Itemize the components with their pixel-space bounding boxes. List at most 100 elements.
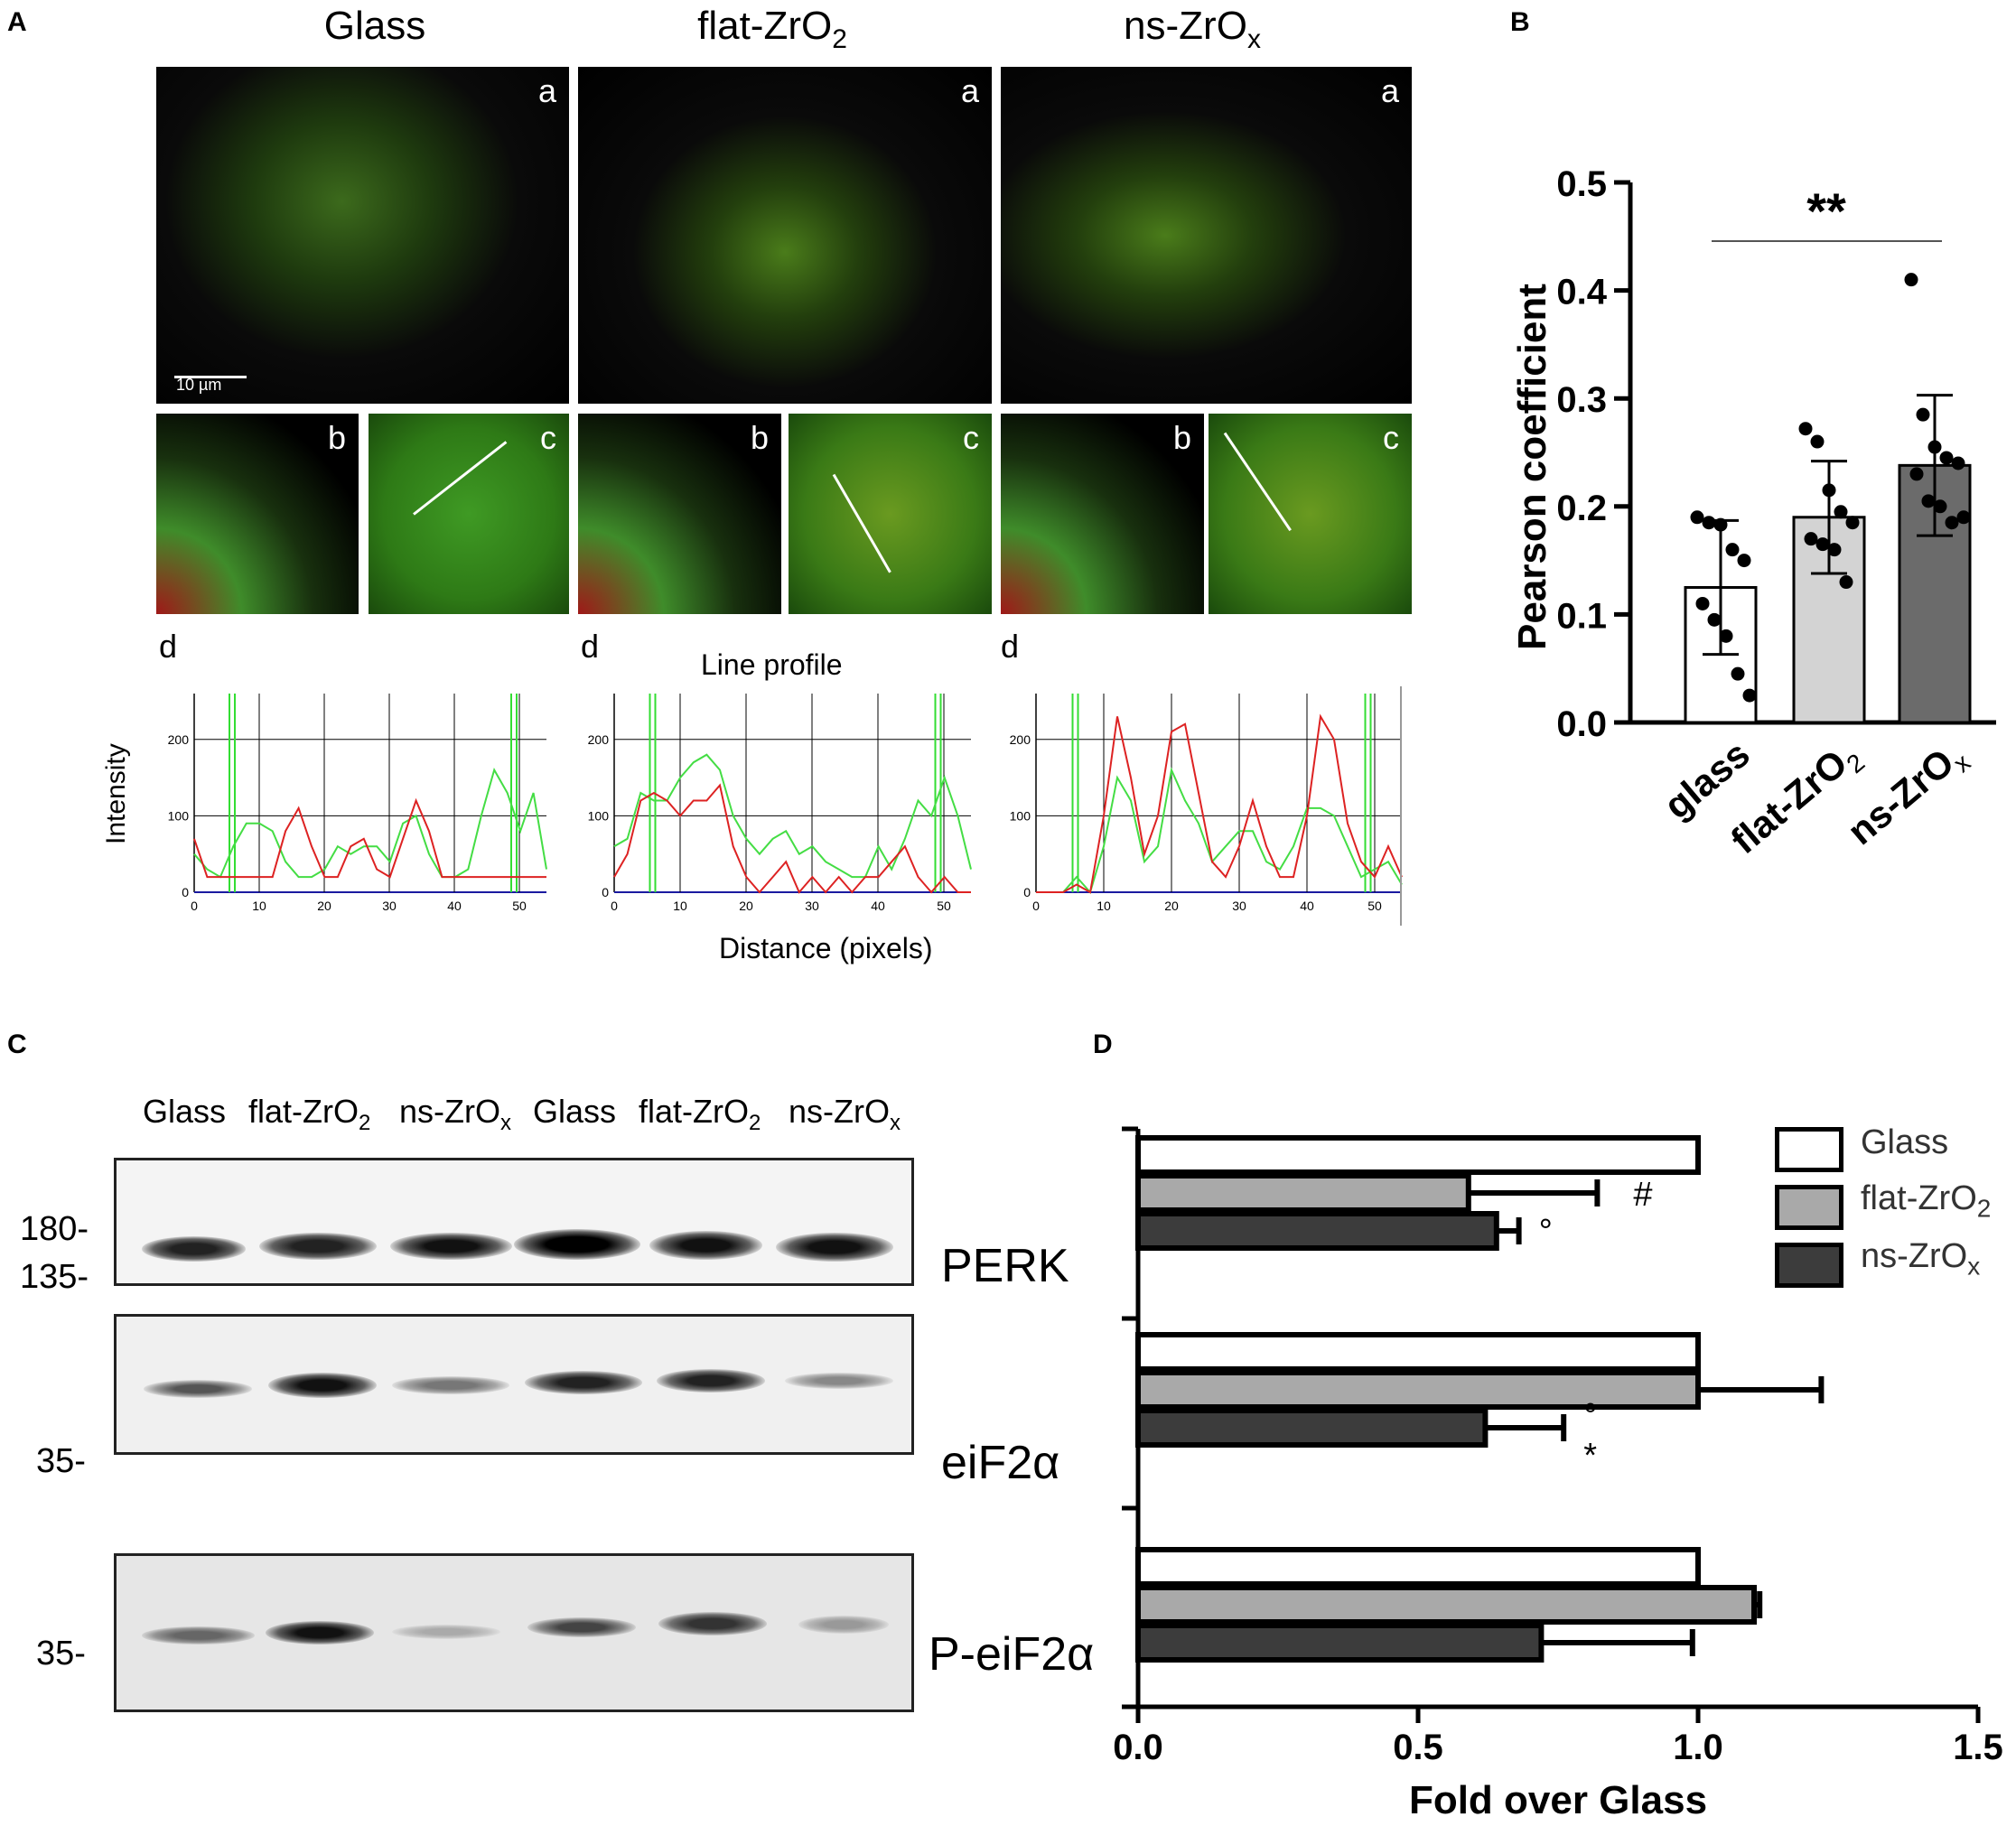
data-point [1916,407,1930,422]
data-point [1904,273,1918,287]
data-point [1939,451,1954,465]
red-series-line [613,783,971,894]
data-point [1713,517,1728,532]
scatter-glass-b: b [156,414,359,614]
data-point [1921,494,1936,508]
y-tick-label: 200 [588,732,610,747]
sub-label-d-3: d [1001,628,1020,665]
data-point [1945,516,1959,530]
x-tick-label: 20 [739,899,753,912]
blot-label-perk: PERK [941,1240,1069,1292]
y-tick-label: 0.4 [1556,273,1607,312]
data-point [1690,510,1704,525]
data-point [1702,516,1716,530]
x-tick-label: 10 [252,899,266,912]
x-tick-label: 0.0 [1113,1728,1163,1767]
x-tick-label: 40 [1300,899,1314,912]
profile-line [413,441,508,516]
column-title-glass: Glass [323,4,426,48]
zoom-ns-c: c [1209,414,1412,614]
lane-label: Glass [533,1093,617,1130]
bar [1135,1370,1701,1410]
legend-label-ns: ns-ZrOx [1861,1237,1981,1281]
bar [1135,1623,1545,1663]
data-point [1737,554,1751,568]
panel-letter-b: B [1510,7,1530,37]
zoom-glass-c: c [369,414,569,614]
legend-swatch-ns [1775,1243,1843,1288]
y-tick-label: 0.1 [1556,596,1607,636]
intensity-label: Intensity [101,743,131,844]
distance-label: Distance (pixels) [719,932,933,964]
mw-marker: 180- [20,1210,89,1248]
line-profile-glass: 0 10 20 30 40 50 0 100 200 [168,694,547,912]
data-point [1804,532,1818,546]
y-tick-label: 0 [1023,885,1031,899]
red-series-line [193,797,546,879]
x-tick-label: 20 [1164,899,1179,912]
data-point [1798,422,1813,436]
x-tick-label: 40 [447,899,462,912]
x-tick-label: 0 [611,899,618,912]
y-tick-label: 0.0 [1556,704,1607,744]
line-profile-title: Line profile [701,648,843,681]
x-axis-label: Fold over Glass [1409,1778,1707,1822]
data-point [1707,612,1722,627]
legend-swatch-flat [1775,1185,1843,1230]
scatter-ns-b: b [1001,414,1204,614]
annotation: * [1583,1437,1597,1475]
x-tick-label: 1.0 [1673,1728,1723,1767]
panel-letter-c: C [7,1029,27,1059]
blot-p-eif2a [114,1553,914,1712]
divider [1400,686,1402,926]
data-point [1742,688,1757,703]
y-tick-label: 0.3 [1556,380,1607,420]
y-tick-label: 0.5 [1556,164,1607,204]
mw-marker: 35- [36,1635,86,1672]
blot-perk [114,1158,914,1286]
y-tick-label: 200 [168,732,190,747]
lane-label: ns-ZrOx [789,1093,901,1136]
x-tick-label: 0 [191,899,198,912]
sub-label-d-2: d [581,628,600,665]
data-point [1927,440,1942,454]
bar [1135,1547,1701,1587]
scatter-flat-b: b [578,414,781,614]
bar [1135,1585,1757,1625]
zoom-flat-c: c [789,414,992,614]
data-point [1725,543,1740,557]
data-point [1810,434,1825,449]
data-point [1933,499,1947,514]
blot-label-p-eif2a: P-eiF2α [929,1628,1095,1681]
mw-marker: 135- [20,1258,89,1296]
scale-bar [174,376,247,378]
x-tick-label: 50 [937,899,951,912]
column-title-flat-zro2: flat-ZrO2 [697,4,847,54]
bar [1135,1408,1489,1448]
profile-line [832,473,891,573]
data-point [1822,483,1836,498]
x-tick-label: 20 [317,899,331,912]
lane-label: flat-ZrO2 [248,1093,371,1136]
panel-letter-d: D [1093,1029,1113,1059]
y-tick-label: 100 [1010,808,1031,823]
lane-label: Glass [143,1093,227,1130]
x-tick-label: 10 [1097,899,1111,912]
red-series-line [1036,713,1403,894]
pearson-ylabel: Pearson coefficient [1510,284,1554,650]
x-tick-label: 1.5 [1953,1728,2003,1767]
scale-bar-label: 10 µm [176,376,222,394]
panel-letter-a: A [7,7,27,37]
pearson-bar-chart: 0.00.10.20.30.40.5glassflat-ZrO2ns-ZrOx*… [1556,164,1996,867]
data-point [1839,575,1853,590]
data-point [1815,537,1830,552]
x-tick-label: ns-ZrOx [1839,732,1975,858]
column-title-ns-zrox: ns-ZrOx [1124,4,1261,54]
sub-label-d-1: d [159,628,178,665]
y-tick-label: 0.2 [1556,489,1607,528]
legend-swatch-glass [1775,1127,1843,1172]
significance-label: ** [1806,182,1846,239]
y-tick-label: 0 [182,885,189,899]
x-tick-label: 40 [871,899,885,912]
bar [1135,1135,1701,1175]
